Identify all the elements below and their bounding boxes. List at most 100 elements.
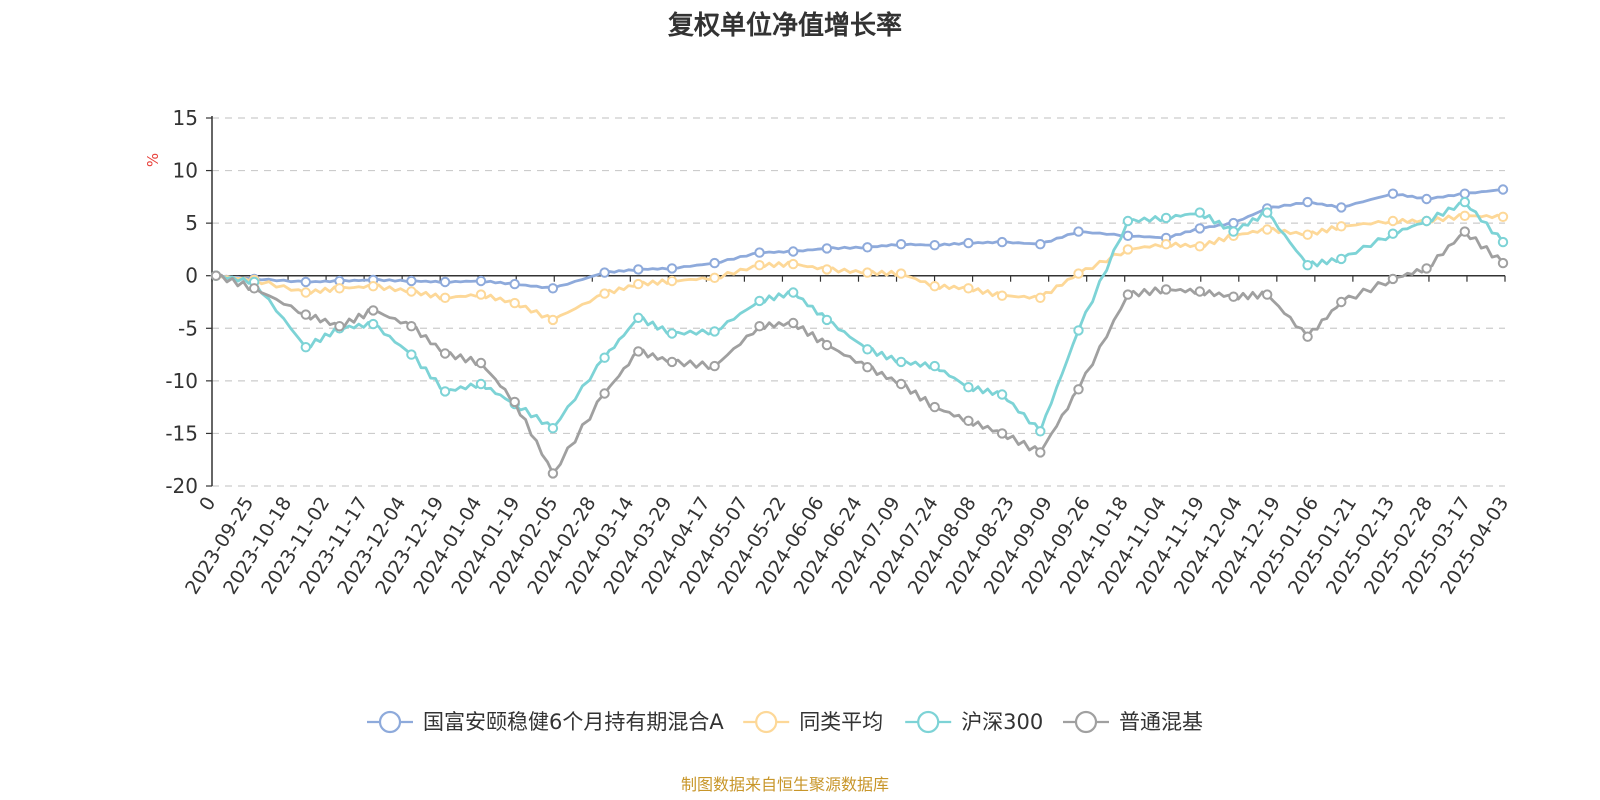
data-point [754, 247, 765, 258]
data-point [709, 360, 720, 372]
data-point [1302, 331, 1313, 342]
data-point [1073, 325, 1084, 336]
y-tick-label: -5 [178, 316, 198, 340]
data-point [1073, 268, 1084, 279]
legend-label: 同类平均 [799, 710, 883, 734]
data-point [1497, 236, 1509, 248]
legend-marker [378, 710, 402, 734]
data-point [996, 236, 1008, 248]
data-point [709, 272, 720, 283]
series-1 [210, 210, 1509, 326]
series-3 [210, 226, 1509, 479]
data-point [1421, 193, 1432, 205]
data-point [862, 362, 873, 373]
data-point [599, 388, 610, 399]
data-point [1459, 210, 1471, 222]
data-point [666, 263, 678, 274]
data-point [1122, 289, 1134, 300]
data-point [963, 382, 974, 393]
data-point [1336, 296, 1347, 308]
data-point [439, 386, 451, 397]
data-point [547, 314, 559, 326]
series-0 [210, 184, 1509, 294]
legend-label: 沪深300 [961, 710, 1043, 734]
data-point [788, 246, 799, 257]
data-point [547, 283, 559, 294]
data-point [633, 278, 644, 290]
series-layer [210, 184, 1509, 479]
data-point [963, 283, 974, 294]
y-tick-label: 10 [173, 159, 198, 183]
data-point [821, 264, 833, 275]
source-note: 制图数据来自恒生聚源数据库 [681, 775, 889, 794]
data-point [996, 428, 1008, 439]
data-point [547, 423, 559, 434]
data-point [1160, 212, 1172, 224]
data-point [300, 287, 311, 298]
data-point [1194, 241, 1206, 252]
legend-marker [1074, 710, 1098, 734]
data-point [1228, 217, 1239, 229]
data-point [547, 468, 559, 479]
data-point [1194, 223, 1206, 234]
data-point [633, 312, 644, 323]
y-tick-label: 15 [173, 106, 198, 130]
data-point [300, 342, 311, 353]
legend-item-0[interactable]: 国富安颐稳健6个月持有期混合A [367, 710, 724, 734]
data-point [509, 278, 520, 290]
data-point [475, 275, 487, 287]
y-tick-label: -10 [165, 369, 198, 393]
data-point [1497, 211, 1509, 223]
data-point [1262, 289, 1273, 300]
data-point [996, 290, 1008, 301]
data-point [599, 352, 610, 363]
data-point [1497, 257, 1509, 269]
legend-label: 普通混基 [1119, 710, 1203, 734]
legend[interactable]: 国富安颐稳健6个月持有期混合A 同类平均 沪深300 普通混基 [367, 710, 1203, 734]
data-point [1228, 291, 1239, 302]
data-point [666, 275, 678, 287]
data-point [475, 378, 487, 390]
data-point [1336, 253, 1347, 265]
data-point [1160, 284, 1172, 295]
data-point [929, 281, 940, 292]
data-point [210, 270, 222, 281]
data-point [439, 292, 451, 303]
data-point [1122, 244, 1134, 255]
x-tick-label: 0 [195, 493, 220, 515]
data-point [821, 243, 833, 254]
data-point [509, 396, 520, 408]
data-point [754, 260, 765, 271]
data-point [406, 349, 417, 360]
data-point [862, 267, 873, 278]
data-point [1459, 196, 1471, 208]
data-point [1194, 286, 1206, 297]
data-point [929, 240, 940, 251]
data-point [963, 237, 974, 249]
legend-item-1[interactable]: 同类平均 [743, 710, 883, 734]
data-point [929, 401, 940, 413]
data-point [1302, 260, 1313, 271]
data-point [406, 286, 417, 297]
series-2 [210, 196, 1509, 437]
data-point [963, 415, 974, 426]
data-point [334, 321, 345, 332]
data-point [895, 239, 907, 250]
legend-item-3[interactable]: 普通混基 [1063, 710, 1203, 734]
legend-item-2[interactable]: 沪深300 [905, 710, 1043, 734]
legend-label: 国富安颐稳健6个月持有期混合A [423, 710, 724, 734]
data-point [709, 257, 720, 269]
data-point [1035, 239, 1046, 250]
data-point [862, 242, 873, 253]
data-point [1035, 292, 1046, 303]
y-tick-label: 5 [185, 211, 198, 235]
data-point [475, 357, 487, 369]
data-point [406, 321, 417, 332]
data-point [1035, 447, 1046, 458]
y-tick-label: -20 [165, 474, 198, 498]
data-point [633, 264, 644, 275]
data-point [368, 318, 379, 330]
data-point [1497, 184, 1509, 195]
legend-marker [917, 710, 940, 734]
data-point [334, 283, 345, 294]
